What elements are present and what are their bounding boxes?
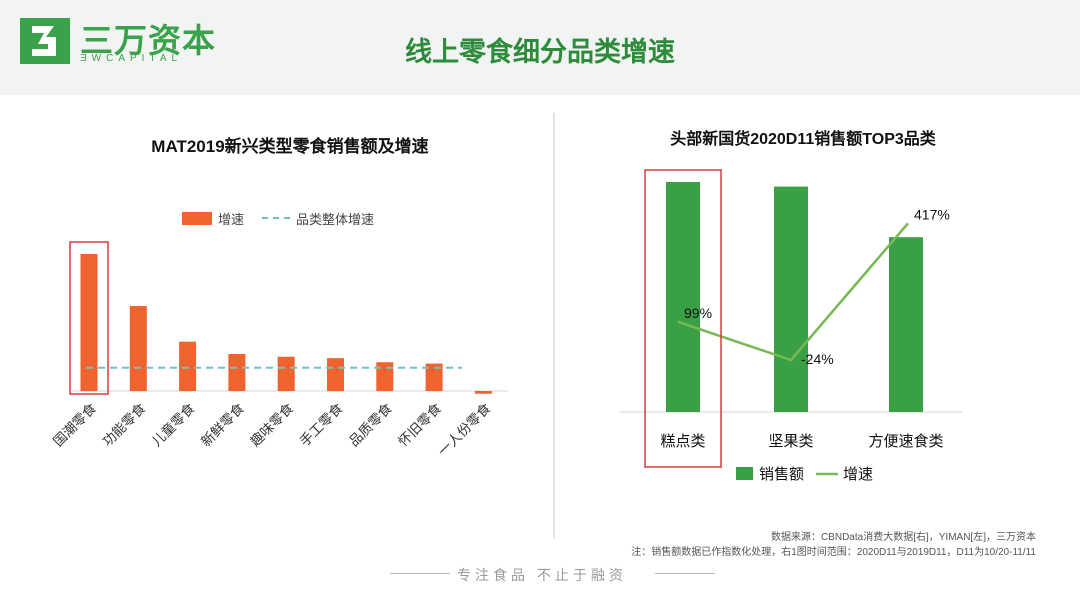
source-line: 数据来源：CBNData消费大数据[右]，YIMAN[左]，三万资本: [770, 532, 1036, 543]
note-line: 注：销售额数据已作指数化处理，右1图时间范围：2020D11与2019D11，D…: [631, 547, 1036, 558]
brand-name-en: ƎWCAPITAL: [80, 53, 183, 64]
bar-一人份零食: [474, 391, 492, 394]
chart-title: MAT2019新兴类型零食销售额及增速: [151, 136, 428, 156]
bar-国潮零食: [80, 254, 98, 391]
bar-儿童零食: [179, 341, 197, 391]
tick-label: 坚果类: [768, 433, 813, 450]
highlight-box: [69, 241, 109, 395]
page-title: 线上零食细分品类增速: [405, 37, 675, 67]
legend-label-growth: 增速: [218, 212, 244, 227]
tick-label: 品质零食: [345, 399, 395, 449]
tick-label: 国潮零食: [50, 399, 100, 449]
growth-line: [677, 222, 909, 362]
chart-title: 头部新国货2020D11销售额TOP3品类: [670, 129, 937, 148]
data-label: 417%: [914, 206, 950, 222]
legend-label-overall: 品类整体增速: [296, 212, 374, 227]
data-label: 99%: [684, 305, 712, 321]
bar-怀旧零食: [425, 363, 443, 391]
tick-label: 一人份零食: [434, 399, 493, 458]
divider: [553, 113, 555, 538]
tick-label: 趣味零食: [247, 399, 297, 449]
bar-新鲜零食: [228, 354, 246, 391]
tick-label: 方便速食类: [868, 433, 943, 450]
legend-swatch-growth: [182, 212, 212, 225]
footer-divider-left: [390, 573, 450, 574]
footer: 专注食品 不止于融资: [0, 565, 1080, 583]
legend-label-sales: 销售额: [759, 466, 804, 483]
bar-品质零食: [376, 362, 394, 391]
footer-divider-right: [655, 573, 715, 574]
tick-label: 新鲜零食: [198, 399, 248, 449]
bar-方便速食类: [889, 237, 923, 412]
bar-趣味零食: [277, 356, 295, 391]
bar-坚果类: [774, 186, 808, 412]
tick-label: 手工零食: [296, 399, 346, 449]
tick-label: 糕点类: [660, 433, 705, 450]
legend-label-growth: 增速: [843, 466, 873, 483]
source-note: 数据来源：CBNData消费大数据[右]，YIMAN[左]，三万资本 注：销售额…: [631, 530, 1036, 560]
tick-label: 儿童零食: [148, 399, 198, 449]
tick-label: 怀旧零食: [395, 399, 445, 449]
tick-label: 功能零食: [99, 399, 149, 449]
legend-swatch-sales: [736, 467, 753, 480]
left-chart: MAT2019新兴类型零食销售额及增速增速 品类整体增速国潮零食 功能零食 儿童零食新…: [50, 136, 508, 459]
data-label: -24%: [801, 351, 834, 367]
bar-手工零食: [327, 358, 344, 391]
logo-icon: [20, 18, 70, 64]
header-bar: 三万资本 ƎWCAPITAL 线上零食细分品类增速: [0, 0, 1080, 95]
highlight-box: [644, 169, 722, 468]
footer-text: 专注食品 不止于融资: [457, 567, 627, 583]
bar-糕点类: [666, 182, 700, 412]
brand-name: 三万资本: [80, 22, 216, 59]
bar-功能零食: [129, 306, 147, 391]
